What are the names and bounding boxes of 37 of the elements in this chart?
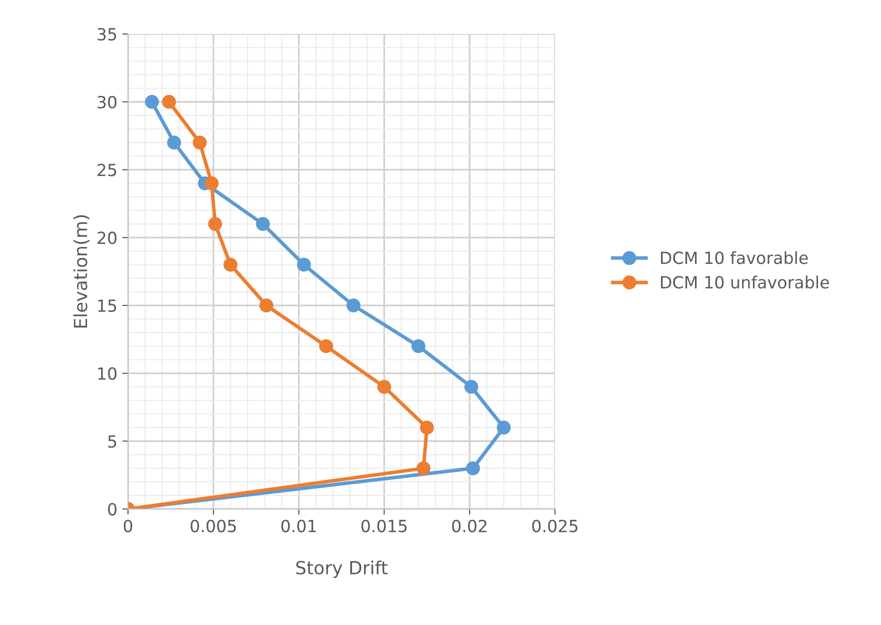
x-tick-label: 0.015 <box>361 520 407 532</box>
point <box>144 94 159 109</box>
x-tick-label: 0.005 <box>190 520 236 532</box>
x-axis-title: Story Drift <box>296 560 388 578</box>
y-tick-label: 35 <box>98 28 116 41</box>
point <box>224 258 238 272</box>
point <box>167 136 182 150</box>
point <box>208 217 222 231</box>
y-tick-label: 15 <box>98 300 116 312</box>
point <box>464 380 478 394</box>
legend-label: DCM 10 unfavorable <box>661 276 829 289</box>
point <box>411 339 426 354</box>
point <box>296 258 311 272</box>
point <box>420 420 434 435</box>
y-tick-label: 25 <box>98 164 116 176</box>
point <box>259 298 274 312</box>
point <box>192 136 207 150</box>
point <box>162 94 176 109</box>
y-tick-label: 30 <box>98 96 116 108</box>
x-tick-label: 0.01 <box>281 520 316 532</box>
x-tick-label: 0 <box>124 520 132 532</box>
legend-label: DCM 10 favorable <box>661 251 808 264</box>
x-tick-label: 0.025 <box>532 520 578 532</box>
point <box>204 176 219 190</box>
y-tick-label: 20 <box>98 232 116 244</box>
point <box>319 339 334 354</box>
point <box>256 217 270 231</box>
point <box>377 380 392 394</box>
point <box>496 420 511 435</box>
y-tick-label: 10 <box>98 367 116 380</box>
point <box>416 461 430 476</box>
point <box>346 298 360 312</box>
y-axis-title: Elevation(m) <box>73 215 90 328</box>
y-tick-label: 0 <box>108 502 116 516</box>
x-tick-label: 0.02 <box>452 520 486 532</box>
point <box>466 461 480 476</box>
y-tick-label: 5 <box>108 435 116 448</box>
